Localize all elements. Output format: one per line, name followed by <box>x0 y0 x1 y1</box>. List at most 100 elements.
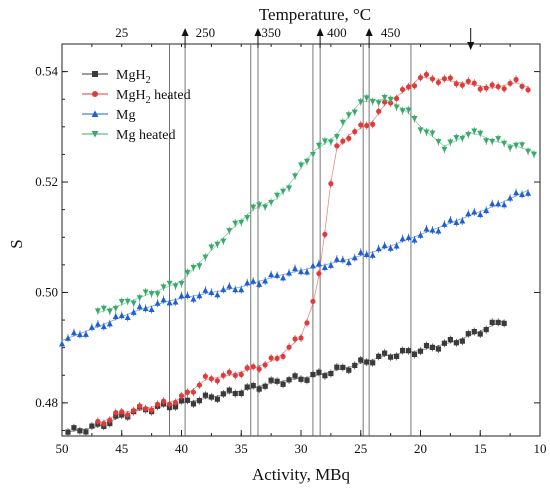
data-point <box>339 119 346 126</box>
data-point <box>447 216 454 223</box>
data-point <box>172 298 179 305</box>
legend-label: Mg <box>116 108 135 123</box>
arrow-icon <box>365 28 373 48</box>
data-point <box>369 98 376 105</box>
data-point <box>316 369 322 375</box>
data-point <box>166 401 173 407</box>
data-point <box>118 312 125 319</box>
series-3 <box>94 93 538 316</box>
data-point <box>429 130 436 137</box>
data-point <box>501 201 508 208</box>
data-point <box>358 122 364 128</box>
data-point <box>125 412 131 418</box>
data-point <box>166 299 173 306</box>
data-point <box>268 377 274 383</box>
data-point <box>292 173 299 180</box>
data-point <box>441 76 447 82</box>
data-point <box>274 192 281 199</box>
data-point <box>214 241 221 248</box>
data-point <box>382 99 388 105</box>
data-point <box>399 86 406 93</box>
data-point <box>321 264 328 270</box>
data-point <box>274 272 281 278</box>
data-point <box>112 313 119 319</box>
data-point <box>471 80 477 86</box>
data-point <box>196 382 203 388</box>
data-point <box>142 305 149 312</box>
data-point <box>238 286 245 293</box>
data-point <box>202 254 209 261</box>
data-point <box>322 231 328 237</box>
data-point <box>268 271 275 278</box>
y-tick-label: 0.52 <box>35 174 58 189</box>
x-tick-label: 15 <box>474 441 487 456</box>
data-point <box>190 389 197 395</box>
data-point <box>340 138 346 144</box>
data-point <box>184 269 191 276</box>
data-point <box>220 286 227 293</box>
data-point <box>214 378 220 384</box>
data-point <box>328 181 334 187</box>
data-point <box>435 79 442 86</box>
data-point <box>465 331 471 337</box>
data-point <box>394 95 400 102</box>
data-point <box>495 319 501 326</box>
data-point <box>256 386 262 392</box>
data-point <box>226 387 232 393</box>
data-point <box>196 398 203 404</box>
data-point <box>83 429 89 435</box>
data-point <box>88 324 95 330</box>
data-point <box>94 320 101 327</box>
data-point <box>76 331 83 338</box>
data-point <box>525 87 531 93</box>
data-point <box>137 403 143 409</box>
data-point <box>65 429 71 435</box>
data-point <box>280 188 287 195</box>
data-point <box>280 353 286 360</box>
data-point <box>345 112 352 119</box>
arrow-icon <box>316 28 324 48</box>
data-point <box>441 221 448 227</box>
data-point <box>280 381 286 387</box>
data-point <box>286 377 292 383</box>
data-point <box>303 158 310 165</box>
data-point <box>333 134 340 140</box>
data-point <box>232 372 238 378</box>
data-point <box>142 289 149 296</box>
data-point <box>315 142 322 149</box>
arrow-icon <box>254 28 262 48</box>
data-point <box>160 296 167 303</box>
data-point <box>256 202 263 209</box>
data-point <box>149 407 155 413</box>
data-point <box>387 96 394 103</box>
data-point <box>393 242 400 249</box>
data-point <box>184 397 191 403</box>
data-point <box>346 367 352 373</box>
data-point <box>459 135 466 142</box>
data-point <box>232 220 239 227</box>
data-point <box>130 300 137 307</box>
x-tick-label: 35 <box>235 441 248 456</box>
data-point <box>489 82 495 88</box>
data-point <box>519 83 525 89</box>
data-point <box>447 139 454 146</box>
data-point <box>184 292 191 299</box>
arrow-head-up <box>365 28 373 36</box>
data-point <box>77 428 83 434</box>
data-point <box>447 75 453 81</box>
data-point <box>483 85 489 91</box>
data-point <box>501 320 507 326</box>
data-point <box>196 263 203 270</box>
data-point <box>94 308 101 315</box>
x-tick-label: 45 <box>115 441 128 456</box>
data-point <box>423 129 430 136</box>
data-point <box>304 320 310 326</box>
data-point <box>220 391 226 397</box>
data-point <box>316 270 322 277</box>
data-point <box>244 279 251 286</box>
data-point <box>268 355 274 361</box>
data-point <box>208 376 214 382</box>
data-point <box>441 146 448 153</box>
data-point <box>346 135 352 141</box>
legend-label: Mg heated <box>116 128 175 143</box>
